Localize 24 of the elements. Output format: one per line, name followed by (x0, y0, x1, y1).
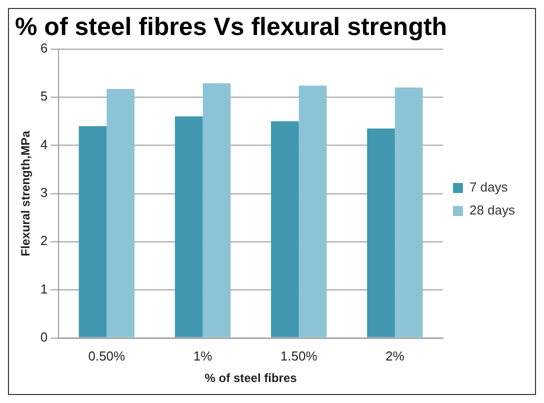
bar (367, 128, 395, 338)
y-tick-label: 3 (40, 185, 48, 200)
y-tick-label: 1 (40, 281, 48, 296)
y-tick-label: 4 (40, 136, 48, 152)
bar (106, 88, 135, 338)
x-axis-title: % of steel fibres (204, 371, 298, 386)
bar (394, 88, 423, 338)
chart-title: % of steel fibres Vs flexural strength (15, 12, 448, 41)
legend-label: 7 days (469, 180, 508, 195)
x-tick-label: 2% (386, 348, 405, 364)
y-axis-title: Flexural strength,MPa (18, 130, 33, 256)
bar (270, 121, 299, 338)
bar (298, 86, 327, 338)
y-tick-label: 6 (40, 40, 48, 56)
x-tick-label: 1.50% (280, 348, 318, 364)
bar (174, 116, 203, 338)
bar (202, 83, 231, 338)
x-tick-label: 0.50% (88, 348, 126, 364)
y-tick-label: 2 (40, 233, 48, 248)
y-tick-label: 5 (40, 88, 48, 104)
x-tick-label: 1% (193, 348, 213, 364)
y-tick-label: 0 (40, 330, 48, 345)
legend-label: 28 days (469, 202, 516, 218)
bar (78, 126, 107, 338)
